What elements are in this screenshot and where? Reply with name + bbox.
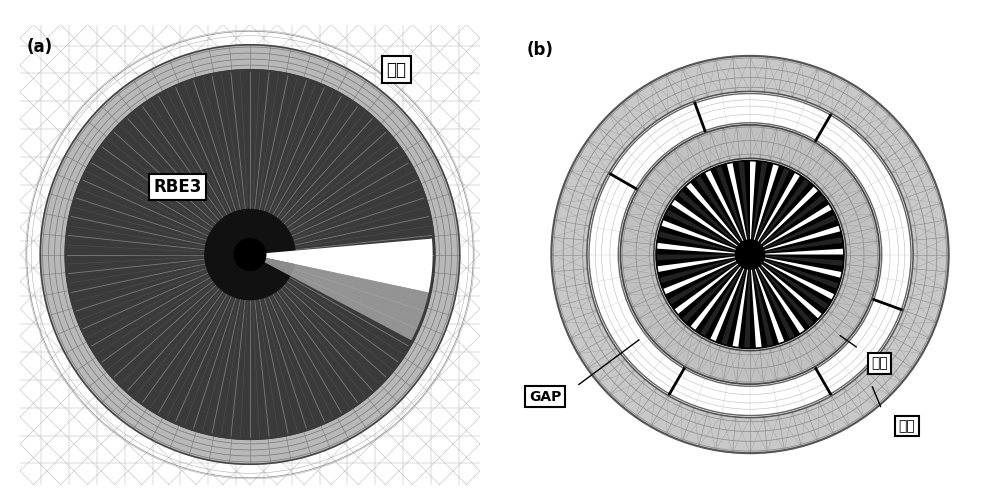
Wedge shape: [750, 195, 825, 255]
Wedge shape: [750, 255, 795, 339]
Wedge shape: [721, 255, 750, 345]
Circle shape: [205, 210, 295, 299]
Wedge shape: [675, 255, 750, 314]
Text: RBE3: RBE3: [154, 178, 202, 196]
Wedge shape: [662, 220, 750, 255]
Wedge shape: [750, 186, 818, 255]
Wedge shape: [660, 255, 750, 283]
Wedge shape: [658, 255, 750, 272]
Wedge shape: [700, 255, 750, 336]
Wedge shape: [750, 205, 832, 255]
Wedge shape: [750, 255, 762, 347]
Wedge shape: [666, 210, 750, 255]
Wedge shape: [750, 255, 773, 346]
Wedge shape: [750, 255, 784, 343]
Wedge shape: [710, 255, 750, 341]
Wedge shape: [750, 255, 829, 309]
Wedge shape: [750, 162, 767, 255]
Wedge shape: [750, 255, 814, 326]
Wedge shape: [733, 255, 750, 347]
Wedge shape: [716, 166, 750, 255]
Wedge shape: [738, 162, 750, 255]
Wedge shape: [750, 255, 838, 289]
Text: 内圈: 内圈: [871, 356, 888, 370]
Wedge shape: [659, 231, 750, 255]
Wedge shape: [750, 255, 843, 266]
Wedge shape: [671, 200, 750, 255]
Wedge shape: [657, 243, 750, 255]
Circle shape: [587, 91, 913, 418]
Text: (b): (b): [526, 41, 553, 59]
Wedge shape: [727, 163, 750, 255]
Text: (a): (a): [27, 38, 53, 56]
Polygon shape: [250, 255, 429, 340]
Wedge shape: [657, 255, 750, 261]
Circle shape: [656, 160, 844, 349]
Circle shape: [551, 56, 949, 453]
Wedge shape: [750, 248, 843, 255]
Circle shape: [65, 70, 435, 439]
Wedge shape: [691, 255, 750, 330]
Wedge shape: [750, 255, 834, 299]
Wedge shape: [682, 255, 750, 323]
Wedge shape: [668, 255, 750, 304]
Wedge shape: [750, 237, 842, 255]
Circle shape: [654, 158, 846, 351]
Circle shape: [620, 125, 880, 384]
Wedge shape: [744, 255, 750, 348]
Wedge shape: [750, 173, 800, 255]
Wedge shape: [695, 176, 750, 255]
Polygon shape: [250, 238, 433, 292]
Wedge shape: [750, 179, 809, 255]
Wedge shape: [686, 183, 750, 255]
Wedge shape: [750, 255, 822, 318]
Wedge shape: [663, 255, 750, 294]
Wedge shape: [750, 164, 779, 255]
Text: 壳体: 壳体: [387, 60, 407, 79]
Wedge shape: [750, 168, 790, 255]
Wedge shape: [678, 191, 750, 255]
Text: GAP: GAP: [529, 390, 561, 404]
Text: 外圈: 外圈: [898, 419, 915, 433]
Circle shape: [234, 239, 266, 270]
Circle shape: [40, 45, 460, 464]
Wedge shape: [750, 215, 837, 255]
Wedge shape: [750, 226, 840, 255]
Wedge shape: [705, 170, 750, 255]
Wedge shape: [750, 161, 756, 255]
Wedge shape: [750, 255, 841, 278]
Wedge shape: [750, 255, 805, 333]
Circle shape: [735, 240, 765, 269]
Circle shape: [589, 94, 911, 415]
